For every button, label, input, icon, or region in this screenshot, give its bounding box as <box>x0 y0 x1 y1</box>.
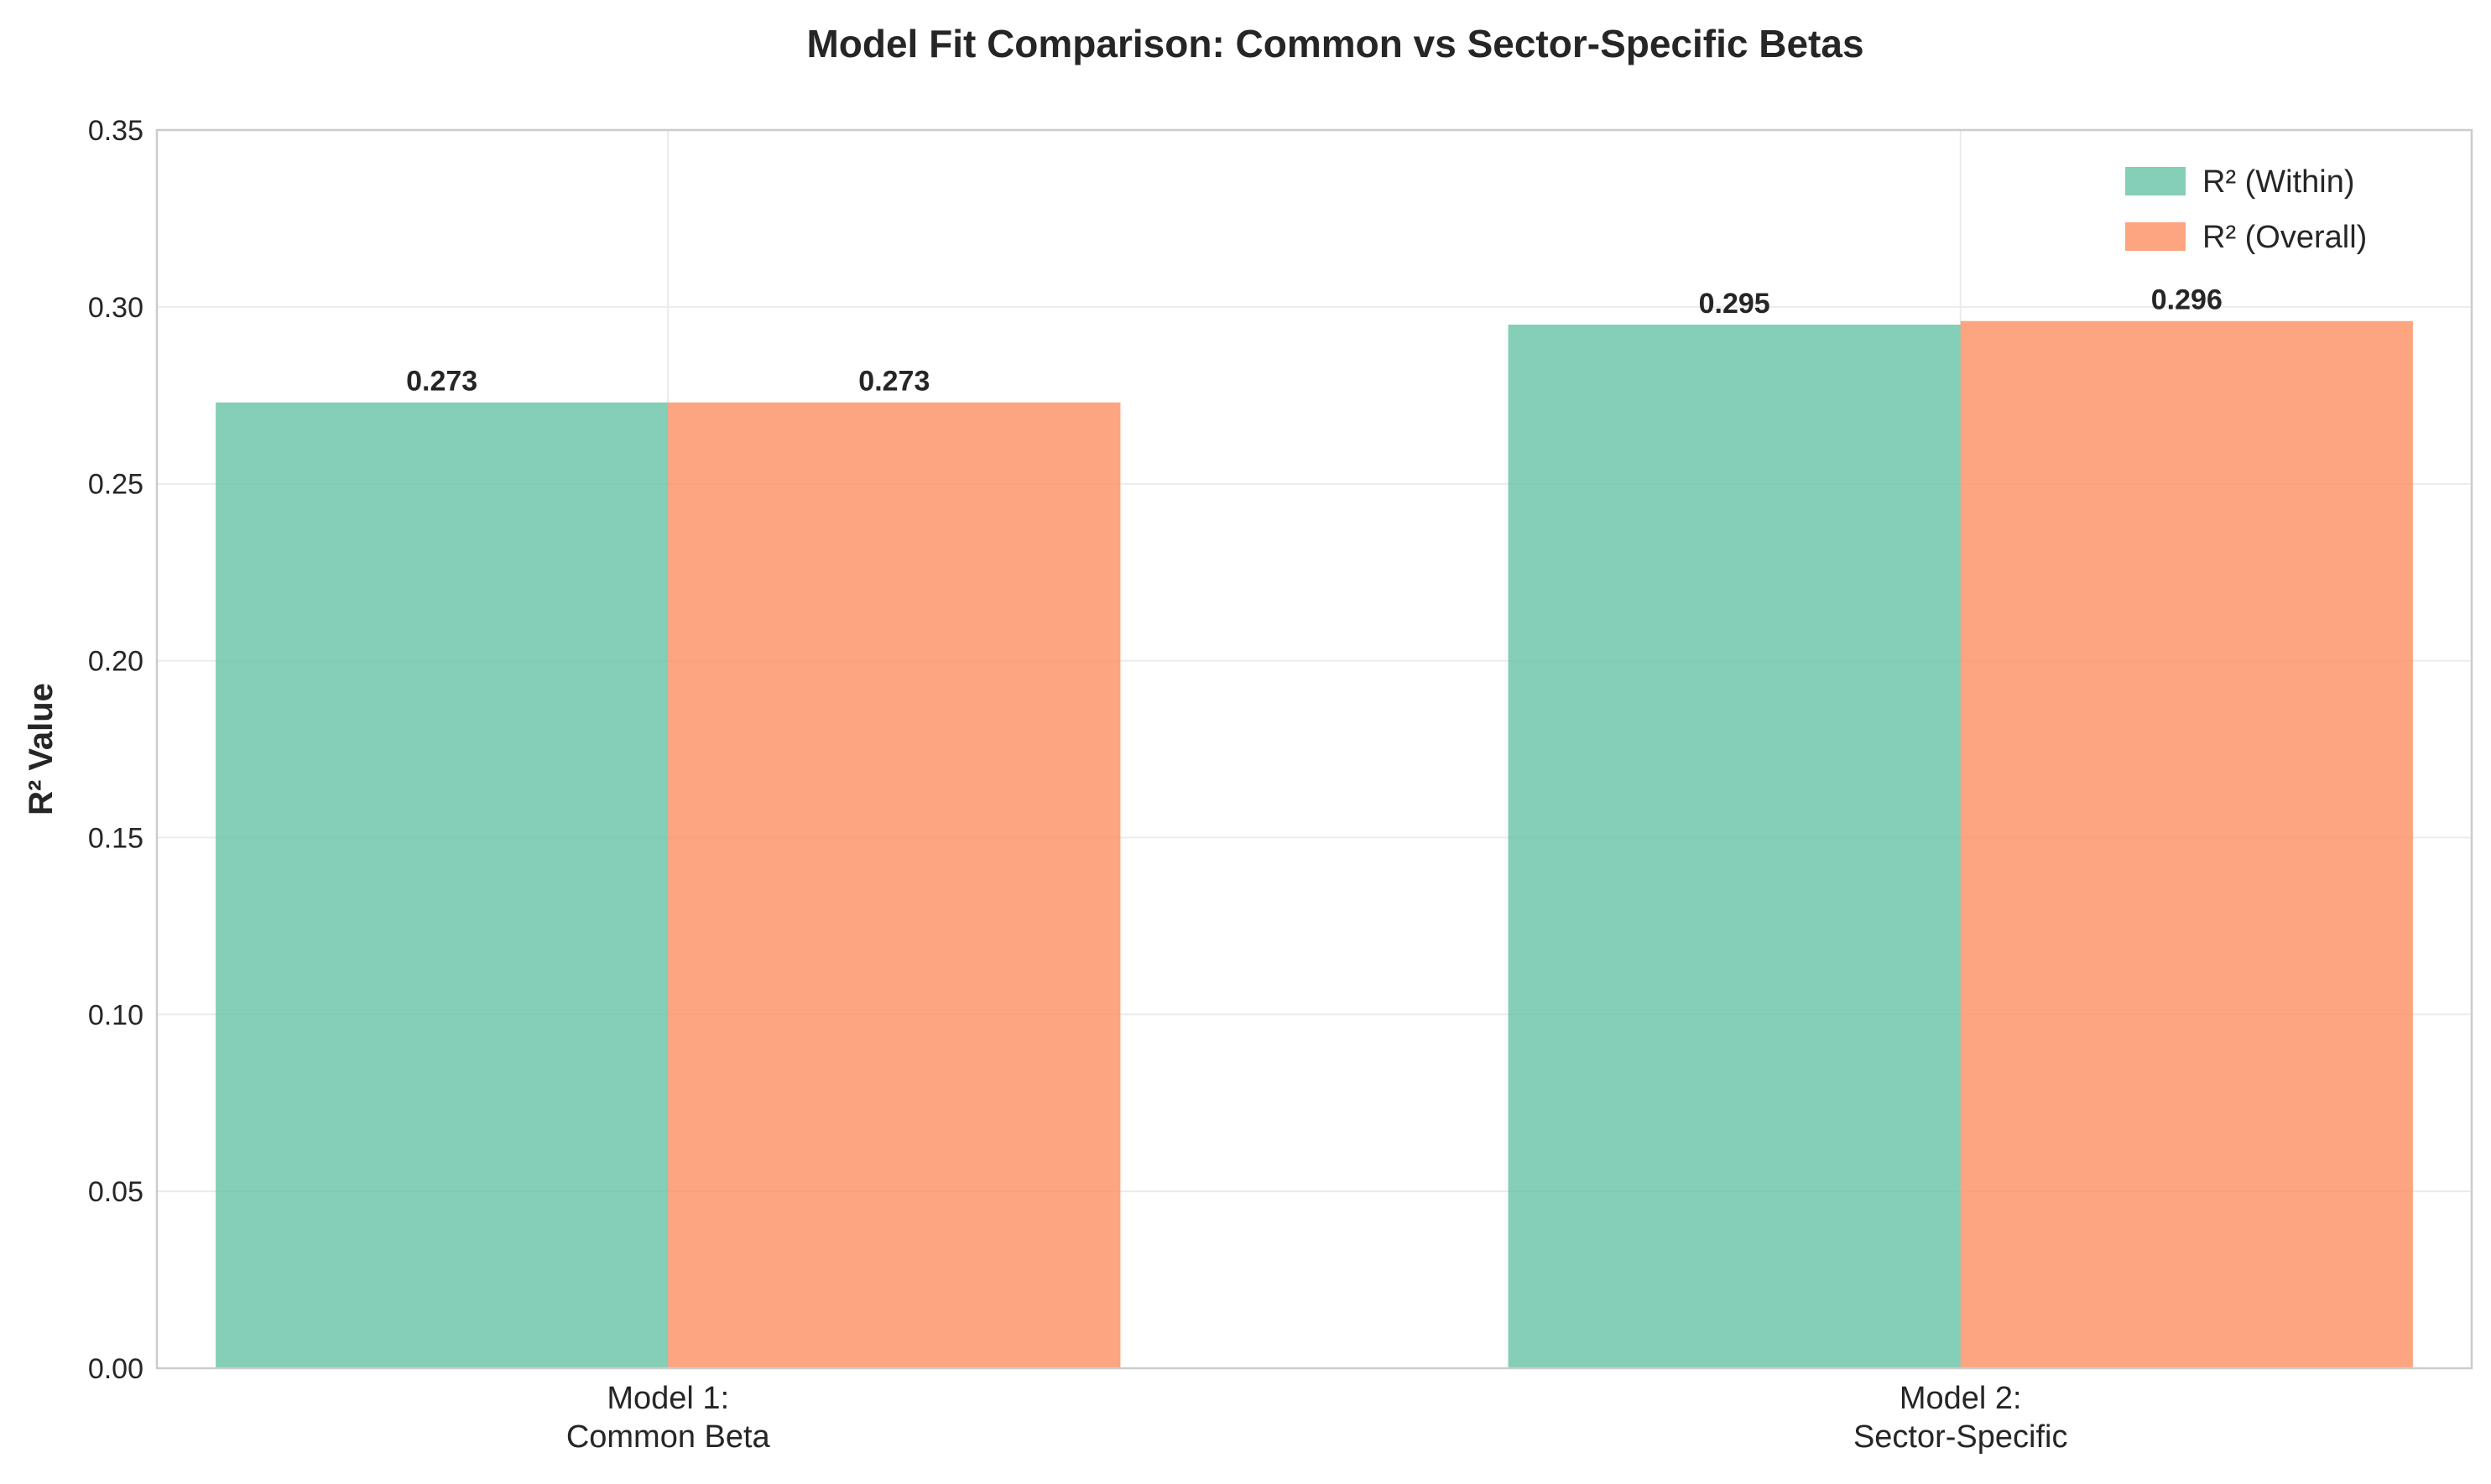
bar-value-label: 0.295 <box>1699 288 1770 320</box>
bar-overall-model-1 <box>668 402 1121 1369</box>
x-category-label: Common Beta <box>566 1419 771 1455</box>
bar-within-model-2 <box>1508 324 1961 1368</box>
y-tick-label: 0.20 <box>88 646 143 678</box>
bar-value-label: 0.296 <box>2151 284 2223 316</box>
y-tick-label: 0.25 <box>88 469 143 501</box>
bar-value-label: 0.273 <box>858 366 930 398</box>
y-tick-label: 0.05 <box>88 1176 143 1208</box>
x-category-label: Model 2: <box>1900 1381 2022 1416</box>
bar-overall-model-2 <box>1960 320 2413 1368</box>
chart-title: Model Fit Comparison: Common vs Sector-S… <box>806 22 1863 65</box>
x-category-label: Sector-Specific <box>1853 1419 2068 1455</box>
y-tick-label: 0.00 <box>88 1353 143 1385</box>
legend: R² (Within) R² (Overall) <box>2125 164 2367 255</box>
y-axis-label: R² Value <box>23 683 60 815</box>
legend-label: R² (Overall) <box>2202 220 2367 255</box>
labels-layer: 0.00 0.05 0.10 0.15 0.20 0.25 0.30 0.35 0.273 0.2… <box>88 115 2223 1455</box>
y-tick-label: 0.15 <box>88 822 143 854</box>
legend-swatch <box>2125 167 2186 195</box>
plot-frame <box>155 128 2473 1370</box>
bars-layer <box>216 320 2413 1369</box>
y-tick-label: 0.10 <box>88 999 143 1031</box>
legend-label: R² (Within) <box>2202 164 2355 200</box>
bar-within-model-1 <box>216 402 669 1369</box>
x-category-label: Model 1: <box>607 1381 729 1416</box>
legend-swatch <box>2125 222 2186 251</box>
bar-value-label: 0.273 <box>406 366 477 398</box>
y-tick-label: 0.35 <box>88 115 143 147</box>
y-tick-label: 0.30 <box>88 292 143 324</box>
